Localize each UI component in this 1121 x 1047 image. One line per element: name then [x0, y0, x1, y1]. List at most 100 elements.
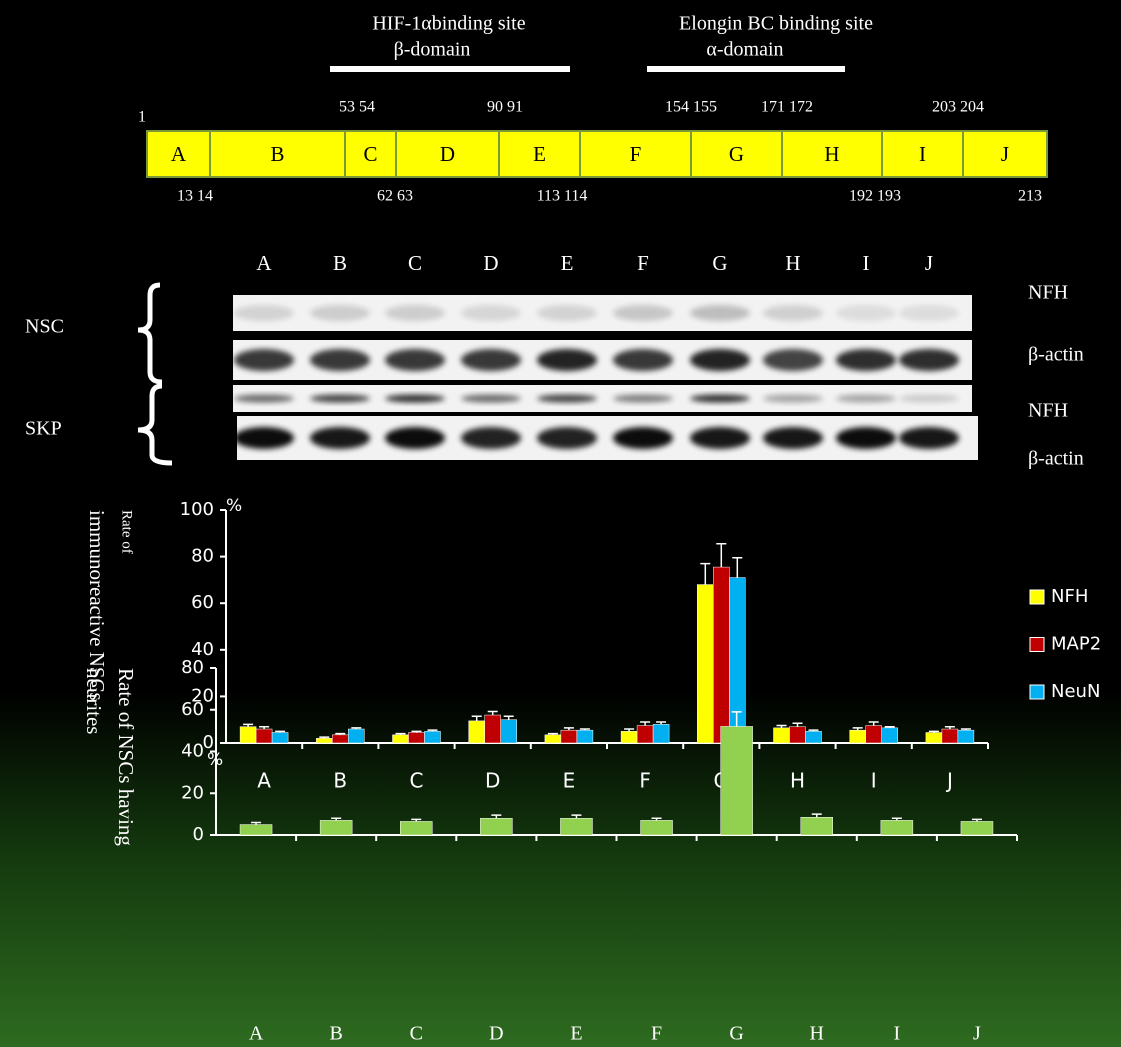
band — [613, 427, 673, 449]
unit-label: % — [207, 750, 223, 770]
error-bar — [571, 815, 581, 818]
domain-label: α-domain — [706, 39, 783, 61]
segment-label: E — [533, 142, 546, 166]
y-tick-label: 40 — [181, 741, 204, 762]
band — [385, 395, 445, 403]
x-tick-label: D — [485, 769, 500, 793]
bar — [926, 733, 942, 743]
bar — [469, 721, 485, 743]
bar — [774, 728, 790, 743]
figure: HIF-1αbinding site β-domain Elongin BC b… — [0, 0, 1121, 1047]
domain-line — [647, 66, 845, 72]
band — [763, 349, 823, 371]
band — [690, 427, 750, 449]
bar — [485, 715, 501, 743]
x-tick-label: E — [563, 769, 576, 793]
domain-line — [330, 66, 570, 72]
error-bar — [972, 819, 982, 821]
position-label: 113 114 — [537, 188, 588, 205]
error-bar — [812, 814, 822, 817]
bar — [332, 735, 348, 743]
lane-label: J — [925, 251, 933, 275]
bar — [882, 728, 898, 743]
error-bar — [716, 544, 726, 567]
segment-label: D — [440, 142, 455, 166]
lane-label: A — [256, 251, 272, 275]
bar — [942, 729, 958, 743]
error-bar — [793, 723, 803, 726]
band — [537, 427, 597, 449]
bar — [958, 730, 974, 743]
band — [836, 349, 896, 371]
legend-label: NFH — [1051, 586, 1088, 607]
error-bar — [892, 818, 902, 820]
band — [836, 427, 896, 449]
bar — [480, 818, 512, 835]
band — [763, 427, 823, 449]
error-bar — [700, 564, 710, 585]
band — [690, 349, 750, 371]
error-bar — [472, 716, 482, 721]
bar — [501, 720, 517, 743]
bar — [697, 585, 713, 743]
row-label: β-actin — [1028, 448, 1084, 470]
band — [234, 395, 294, 403]
position-label: 13 14 — [177, 188, 213, 205]
band — [537, 395, 597, 403]
lane-label: F — [637, 251, 649, 275]
row-label: NFH — [1028, 400, 1068, 422]
band — [899, 395, 959, 403]
band — [763, 395, 823, 403]
x-tick-label: A — [257, 769, 271, 793]
x-tick-label: H — [790, 769, 805, 793]
error-bar — [652, 818, 662, 820]
band — [613, 349, 673, 371]
bar — [545, 735, 561, 743]
band — [690, 395, 750, 403]
x-tick-label: C — [410, 769, 424, 793]
band — [836, 395, 896, 403]
band — [385, 427, 445, 449]
error-bar — [656, 722, 666, 724]
bar — [653, 724, 669, 743]
bar — [348, 729, 364, 743]
lane-label: E — [561, 251, 574, 275]
bar — [409, 733, 425, 743]
error-bar — [624, 729, 634, 731]
band — [310, 427, 370, 449]
lane-label: B — [333, 251, 347, 275]
bar — [721, 726, 753, 835]
legend-swatch — [1030, 590, 1044, 604]
y-axis-label: Rate of NSCs having — [114, 668, 138, 846]
error-bar — [732, 558, 742, 578]
band — [385, 349, 445, 371]
bar — [577, 730, 593, 743]
error-bar — [869, 722, 879, 725]
bar — [790, 727, 806, 743]
bar — [320, 820, 352, 835]
error-bar — [251, 822, 261, 824]
bar — [240, 825, 272, 835]
legend-swatch — [1030, 638, 1044, 652]
start-label: 1 — [138, 109, 146, 126]
group-label: NSC — [25, 316, 64, 338]
y-tick-label: 20 — [181, 782, 204, 803]
bar — [272, 733, 288, 743]
band — [899, 305, 959, 321]
segment-label: J — [1001, 142, 1009, 166]
error-bar — [945, 727, 955, 729]
x-tick-label: J — [945, 769, 953, 793]
position-label: 203 204 — [932, 99, 984, 116]
x-tick-label: G — [729, 1023, 743, 1045]
segment-label: A — [171, 142, 187, 166]
band — [234, 305, 294, 321]
x-tick-label: I — [894, 1023, 901, 1045]
y-tick-label: 60 — [181, 699, 204, 720]
segment-label: I — [919, 142, 926, 166]
y-axis-label: neurites — [82, 668, 106, 734]
bar — [713, 567, 729, 743]
band — [310, 349, 370, 371]
lane-label: D — [483, 251, 498, 275]
bar — [561, 730, 577, 743]
bar — [425, 731, 441, 743]
